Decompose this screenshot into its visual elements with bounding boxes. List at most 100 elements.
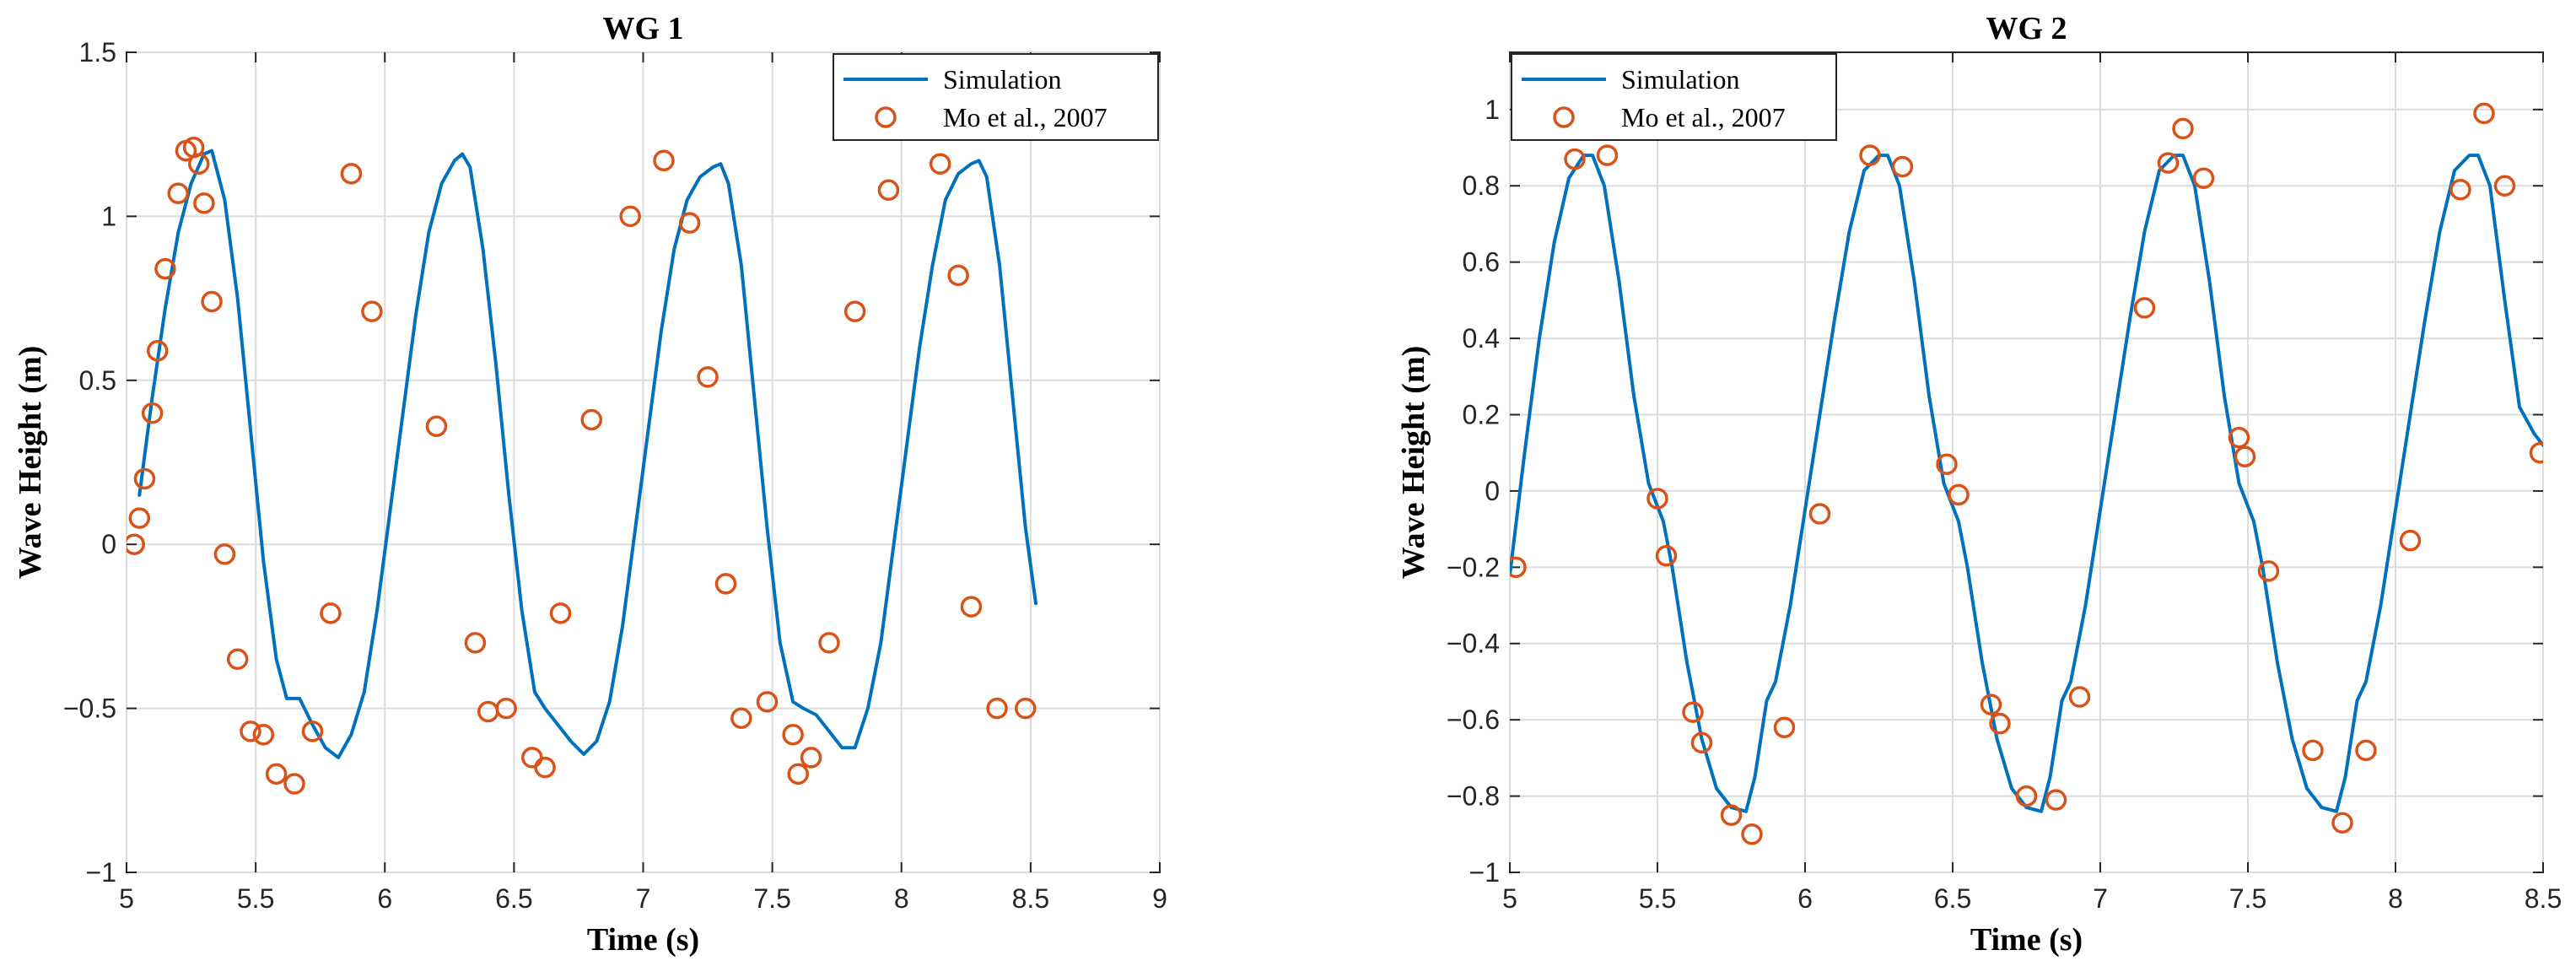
observation-point [464,632,487,654]
observation-point [2015,785,2038,807]
observation-point [2228,426,2250,449]
x-tick-label: 5.5 [237,883,274,914]
observation-point [2493,175,2516,197]
chart-title: WG 2 [1986,11,2067,46]
observation-point [240,721,261,742]
y-tick-label: −0.6 [1447,704,1500,735]
observation-point [188,153,210,175]
plot-area [1509,51,2544,873]
observation-point [301,721,324,742]
observation-point [1773,716,1796,738]
legend-marker-swatch [875,106,897,128]
x-axis-label: Time (s) [1970,922,2083,958]
x-tick-label: 5 [119,883,134,914]
x-tick-label: 6 [1797,883,1813,914]
x-tick-label: 7 [636,883,651,914]
observation-point [534,756,556,779]
y-tick-label: −1 [86,857,116,888]
x-tick-label: 7.5 [2229,883,2266,914]
observation-point [2192,167,2215,189]
observation-point [1741,823,1763,845]
observation-point [226,648,249,671]
observation-point [1655,545,1678,567]
legend-entry-label: Simulation [943,64,1061,94]
observation-point [167,182,189,204]
y-tick-label: 1 [1485,94,1500,125]
x-tick-label: 7.5 [753,883,790,914]
observation-point [127,533,145,555]
observation-point [782,723,804,746]
y-tick-label: 0.5 [79,365,116,396]
observation-point [549,602,572,624]
observation-point [1015,697,1037,720]
y-tick-label: −0.4 [1447,629,1500,659]
observation-point [787,763,809,785]
observation-point [1720,804,1743,826]
observation-point [141,402,164,424]
observation-point [201,290,223,313]
observation-point [283,773,305,795]
observation-point [1808,503,1831,525]
chart-panel-wg1: 5 5.5 6 6.5 7 7.5 8 8.5 9 −1 −0.5 0 0.5 1 1.5 Simulati… [0,0,1198,977]
observation-point [2331,812,2353,834]
observation-point [947,264,969,287]
simulation-line [137,148,1037,759]
observation-point [1510,556,1527,579]
observation-point [1682,701,1704,723]
observation-point [2529,441,2543,464]
observation-point [2449,179,2471,201]
chart-title: WG 1 [602,11,683,46]
observation-point [2399,529,2422,552]
x-tick-label: 8.5 [1012,883,1049,914]
observation-point [1989,712,2011,735]
y-tick-label: −1 [1469,857,1500,888]
observation-point [697,366,719,388]
observation-point [252,723,275,746]
x-tick-label: 8 [2388,883,2403,914]
observation-point [1980,694,2002,715]
legend-entry-label: Simulation [1621,64,1739,94]
x-axis-label: Time (s) [587,922,699,958]
observation-point [580,408,602,431]
y-tick-label: −0.8 [1447,781,1500,812]
observation-point [678,212,701,234]
observation-point [2157,152,2180,174]
observation-point [730,707,752,730]
observation-point [1891,155,1914,178]
observation-point [960,596,983,618]
observation-point [653,149,675,172]
observation-point [128,507,151,529]
observation-point [800,747,822,769]
y-tick-label: 0.8 [1463,170,1500,201]
observation-point [714,573,737,595]
observation-point [877,179,900,202]
chart-wg2: 5 5.5 6 6.5 7 7.5 8 8.5 −1 −0.8 −0.6 −0.4 −0.2 0 0.2 0.… [1396,11,2562,958]
y-tick-label: 1.5 [79,37,116,67]
observation-point [340,163,363,185]
chart-wg1: 5 5.5 6 6.5 7 7.5 8 8.5 9 −1 −0.5 0 0.5 1 1.5 Simulati… [13,11,1167,958]
observation-point [818,632,840,654]
y-tick-label: 1 [101,201,116,231]
legend-entry-label: Mo et al., 2007 [1621,102,1786,132]
y-tick-label: 0.4 [1463,323,1500,354]
x-tick-label: 6.5 [495,883,532,914]
observation-point [929,153,951,175]
observation-point [213,543,236,565]
observation-point [361,300,383,322]
observation-point [154,257,176,280]
x-tick-label: 9 [1152,883,1167,914]
y-tick-label: −0.2 [1447,552,1500,582]
observation-point [1596,144,1619,166]
observation-point [2355,739,2377,762]
y-tick-label: 0 [1485,476,1500,506]
observation-point [986,697,1008,720]
observation-point [2473,102,2495,125]
observation-point [1690,731,1713,754]
observation-point [1936,453,1958,476]
legend-entry-label: Mo et al., 2007 [943,102,1107,132]
observation-point [147,340,169,362]
x-tick-label: 6.5 [1934,883,1971,914]
x-tick-label: 6 [377,883,392,914]
observation-point [193,192,215,214]
y-axis-label: Wave Height (m) [13,346,48,580]
